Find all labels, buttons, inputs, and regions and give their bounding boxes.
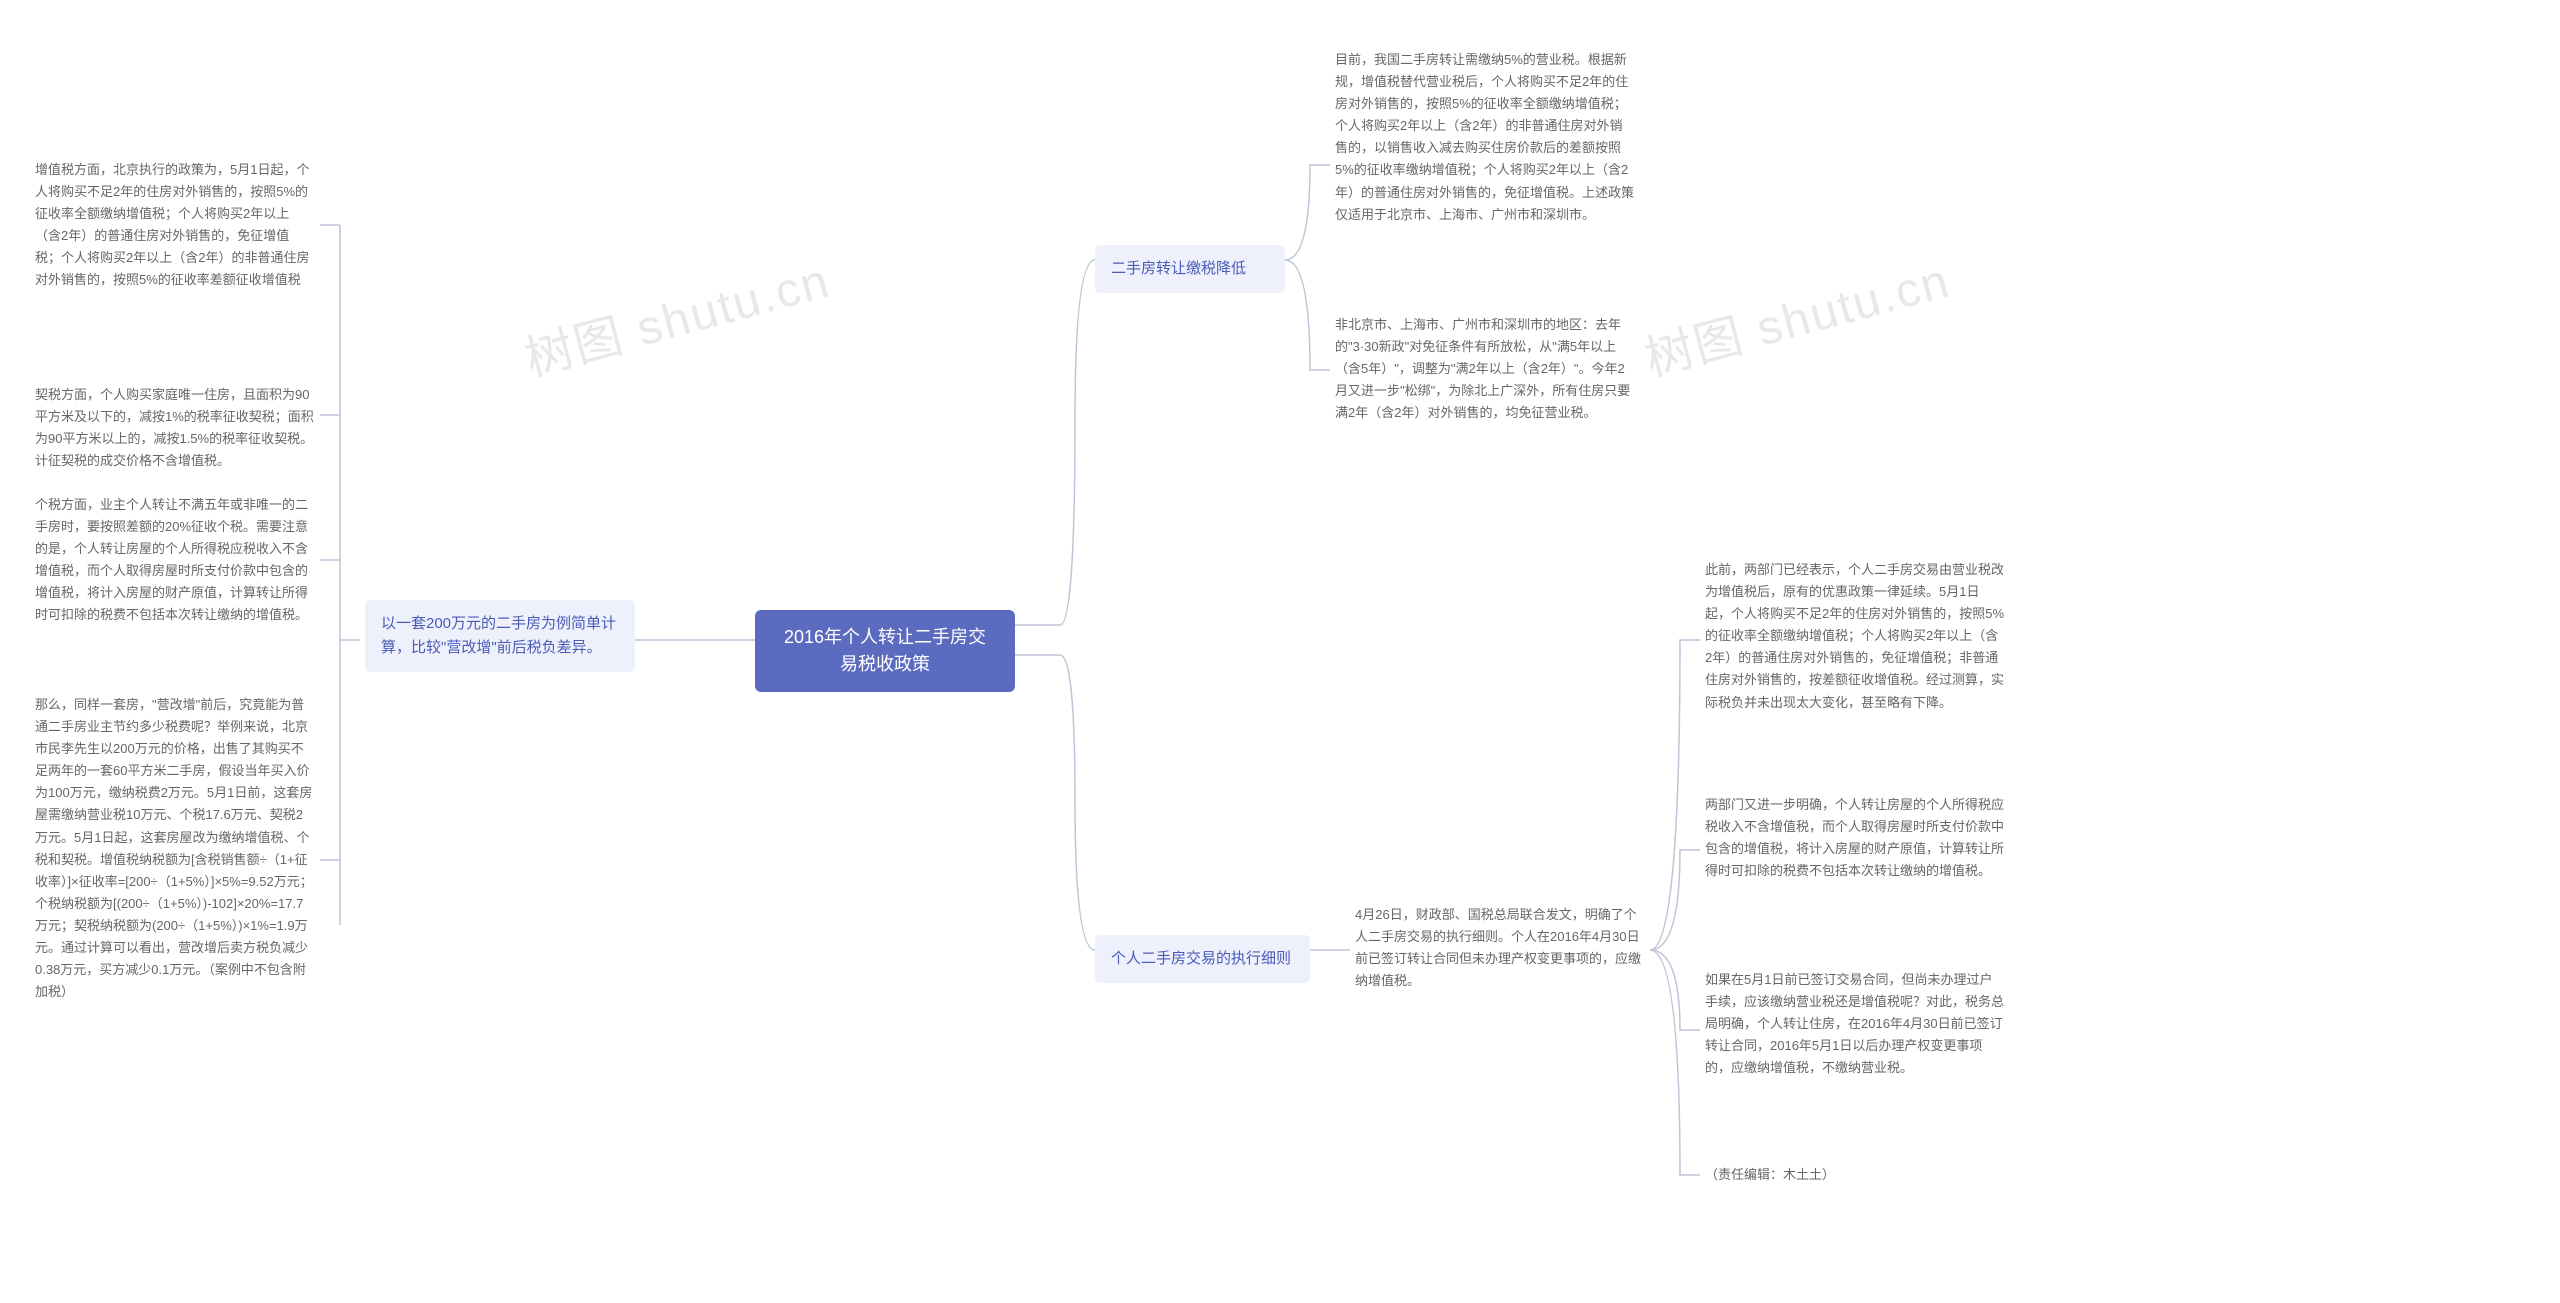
right-branch2-leaf-0: 此前，两部门已经表示，个人二手房交易由营业税改为增值税后，原有的优惠政策一律延续… [1705,555,2005,718]
left-leaf-3: 那么，同样一套房，"营改增"前后，究竟能为普通二手房业主节约多少税费呢？举例来说… [35,690,315,1007]
left-branch-text: 以一套200万元的二手房为例简单计算，比较"营改增"前后税负差异。 [381,615,616,656]
root-title: 2016年个人转让二手房交易税收政策 [784,627,986,674]
left-branch: 以一套200万元的二手房为例简单计算，比较"营改增"前后税负差异。 [365,600,635,672]
right-branch-2: 个人二手房交易的执行细则 [1095,935,1310,983]
right-branch-1-label: 二手房转让缴税降低 [1111,260,1246,277]
left-leaf-2: 个税方面，业主个人转让不满五年或非唯一的二手房时，要按照差额的20%征收个税。需… [35,490,315,631]
left-leaf-0: 增值税方面，北京执行的政策为，5月1日起，个人将购买不足2年的住房对外销售的，按… [35,155,315,296]
right-branch2-mid: 4月26日，财政部、国税总局联合发文，明确了个人二手房交易的执行细则。个人在20… [1355,900,1645,996]
watermark: 树图 shutu.cn [516,241,836,390]
watermark: 树图 shutu.cn [1636,241,1956,390]
right-branch2-leaf-3: （责任编辑：木土土） [1705,1160,2005,1190]
left-leaf-1: 契税方面，个人购买家庭唯一住房，且面积为90平方米及以下的，减按1%的税率征收契… [35,380,315,476]
right-branch2-leaf-2: 如果在5月1日前已签订交易合同，但尚未办理过户手续，应该缴纳营业税还是增值税呢？… [1705,965,2005,1083]
right-branch1-leaf-0: 目前，我国二手房转让需缴纳5%的营业税。根据新规，增值税替代营业税后，个人将购买… [1335,45,1635,230]
root-node: 2016年个人转让二手房交易税收政策 [755,610,1015,692]
right-branch2-leaf-1: 两部门又进一步明确，个人转让房屋的个人所得税应税收入不含增值税，而个人取得房屋时… [1705,790,2005,886]
right-branch-1: 二手房转让缴税降低 [1095,245,1285,293]
right-branch1-leaf-1: 非北京市、上海市、广州市和深圳市的地区：去年的"3·30新政"对免征条件有所放松… [1335,310,1635,428]
right-branch-2-label: 个人二手房交易的执行细则 [1111,950,1291,967]
